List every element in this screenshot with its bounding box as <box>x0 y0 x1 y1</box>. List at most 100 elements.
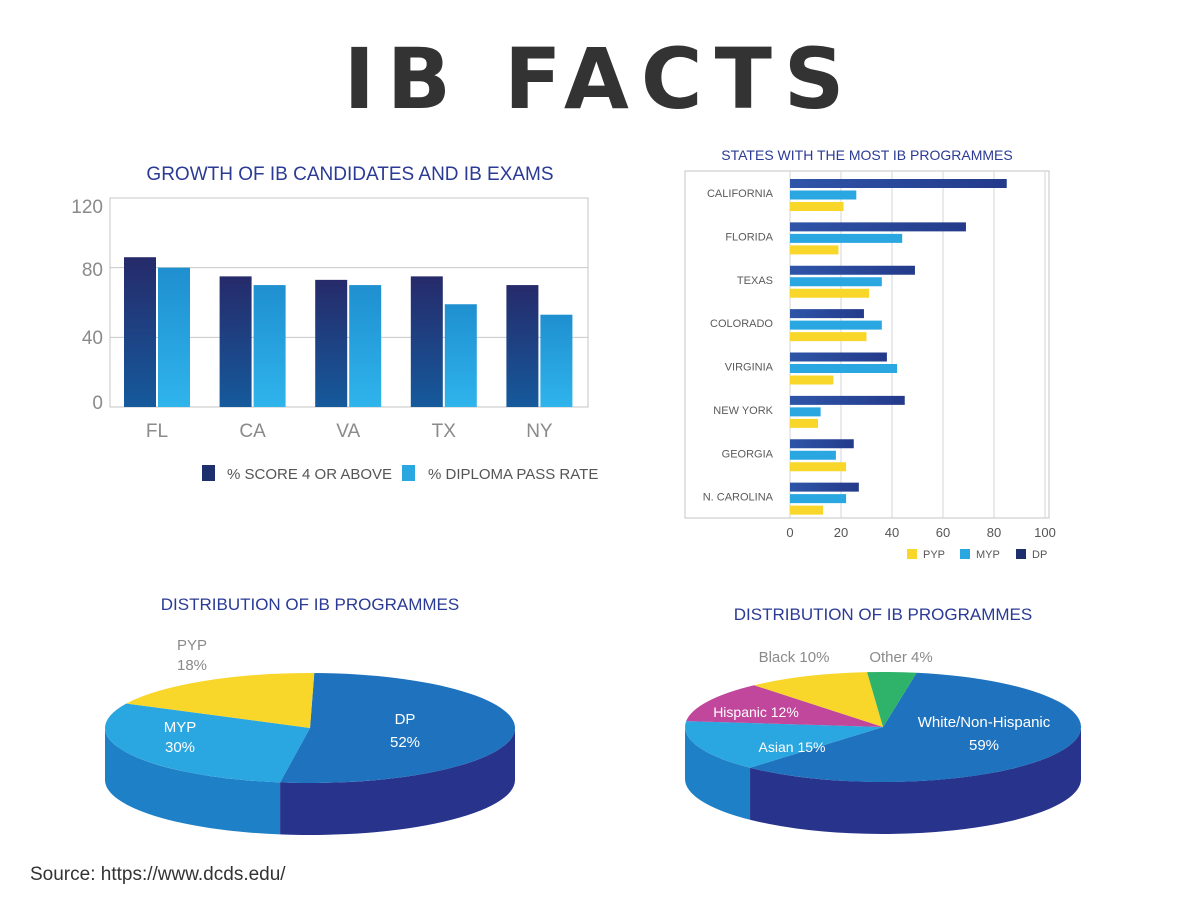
bar-texas-pyp <box>790 288 870 298</box>
bar-tx-pass <box>444 304 477 407</box>
pie-label-other: Other 4% <box>869 649 932 666</box>
x-tick-label: 40 <box>885 525 899 540</box>
bar-colorado-myp <box>790 320 882 330</box>
bar-n-carolina-pyp <box>790 505 824 515</box>
pie-programmes-slice-myp <box>104 703 310 783</box>
bar-florida-pyp <box>790 245 839 255</box>
bar-new-york-pyp <box>790 418 819 428</box>
bar-ny-score <box>506 285 539 407</box>
category-label: GEORGIA <box>722 448 774 460</box>
x-tick-label: CA <box>239 421 266 442</box>
bar-colorado-pyp <box>790 332 867 342</box>
bar-tx-score <box>410 276 443 407</box>
pie-pct-white: 59% <box>969 737 999 754</box>
pie-programmes-slice-dp <box>280 673 516 784</box>
pie-label-pyp: PYP <box>177 637 207 654</box>
legend-label-pass: % DIPLOMA PASS RATE <box>428 466 598 483</box>
bar-california-dp <box>790 179 1007 188</box>
pie-labels-ethnicity: Black 10% Other 4% Hispanic 12% Asian 15… <box>713 649 1051 755</box>
legend-swatch-dp <box>1016 549 1026 559</box>
bar-california-pyp <box>790 202 844 211</box>
bar-fl-pass <box>158 267 190 407</box>
pie-label-asian: Asian 15% <box>759 739 826 755</box>
chart-title-programmes: DISTRIBUTION OF IB PROGRAMMES <box>161 595 459 614</box>
bar-georgia-dp <box>790 439 854 449</box>
pie-ethnicity-slice-black <box>754 672 883 727</box>
x-tick-label: TX <box>432 421 457 442</box>
category-label: CALIFORNIA <box>707 188 774 200</box>
bar-n-carolina-dp <box>790 482 859 492</box>
pie-pct-myp: 30% <box>165 739 195 756</box>
legend-label-pyp: PYP <box>923 549 945 561</box>
x-tick-label: 80 <box>987 525 1001 540</box>
pie-label-dp: DP <box>395 711 416 728</box>
source-note: Source: https://www.dcds.edu/ <box>30 864 286 885</box>
bar-new-york-myp <box>790 407 821 417</box>
legend-label-score: % SCORE 4 OR ABOVE <box>227 466 392 483</box>
legend-swatch-score <box>202 465 215 481</box>
pie-label-hispanic: Hispanic 12% <box>713 704 799 720</box>
bar-colorado-dp <box>790 309 864 319</box>
legend-label-myp: MYP <box>976 549 1000 561</box>
pie-ethnicity-side-asian <box>684 727 751 820</box>
pie-programmes-side-dp <box>280 728 515 835</box>
bar-virginia-dp <box>790 352 887 362</box>
bar-georgia-pyp <box>790 462 847 472</box>
legend-states: PYP MYP DP <box>907 549 1047 561</box>
bar-chart-states: STATES WITH THE MOST IB PROGRAMMES CALIF… <box>684 147 1056 561</box>
pie-ethnicity-slice-white <box>750 672 1081 782</box>
pie-programmes-slice-pyp <box>126 673 315 728</box>
bar-california-myp <box>790 190 857 200</box>
y-tick-label: 120 <box>71 197 103 218</box>
bar-new-york-dp <box>790 395 905 405</box>
legend-swatch-pass <box>402 465 415 481</box>
category-label: FLORIDA <box>725 231 773 243</box>
pie-chart-programmes: DISTRIBUTION OF IB PROGRAMMES PYP 18% MY… <box>104 595 516 835</box>
legend-swatch-myp <box>960 549 970 559</box>
x-tick-label: 100 <box>1034 525 1056 540</box>
x-tick-label: FL <box>146 421 168 442</box>
pie-label-myp: MYP <box>164 719 197 736</box>
bar-chart-growth: GROWTH OF IB CANDIDATES AND IB EXAMS 120… <box>71 164 598 483</box>
pie-label-white: White/Non-Hispanic <box>918 714 1051 731</box>
x-tick-label: 60 <box>936 525 950 540</box>
bar-georgia-myp <box>790 450 836 460</box>
plot-frame-states <box>684 170 1050 519</box>
category-label: COLORADO <box>710 318 773 330</box>
legend-label-dp: DP <box>1032 549 1047 561</box>
bar-ny-pass <box>540 314 573 407</box>
bar-virginia-pyp <box>790 375 834 385</box>
chart-title-ethnicity: DISTRIBUTION OF IB PROGRAMMES <box>734 605 1032 624</box>
bar-n-carolina-myp <box>790 494 847 504</box>
y-tick-label: 80 <box>82 260 103 281</box>
x-tick-label: 20 <box>834 525 848 540</box>
pie-pct-dp: 52% <box>390 734 420 751</box>
pie-label-black: Black 10% <box>759 649 830 666</box>
pie-chart-ethnicity: DISTRIBUTION OF IB PROGRAMMES Black 10% … <box>684 605 1082 834</box>
bar-florida-dp <box>790 222 966 232</box>
bar-texas-myp <box>790 277 882 287</box>
x-tick-label: 0 <box>786 525 793 540</box>
chart-title-states: STATES WITH THE MOST IB PROGRAMMES <box>721 147 1012 163</box>
pie-ethnicity-slice-asian <box>685 721 883 768</box>
bar-va-score <box>315 279 348 407</box>
bar-virginia-myp <box>790 364 898 373</box>
x-tick-label: VA <box>336 421 360 442</box>
pie-labels-programmes: PYP 18% MYP 30% DP 52% <box>164 637 420 756</box>
pie-ethnicity-slice-hispanic <box>686 685 883 727</box>
legend-growth: % SCORE 4 OR ABOVE % DIPLOMA PASS RATE <box>202 465 598 483</box>
category-label: NEW YORK <box>713 405 773 417</box>
pie-ethnicity-side-white <box>750 727 1082 834</box>
chart-title-growth: GROWTH OF IB CANDIDATES AND IB EXAMS <box>146 164 553 185</box>
y-tick-label: 40 <box>82 328 103 349</box>
bar-texas-dp <box>790 265 915 275</box>
category-label: TEXAS <box>737 275 773 287</box>
bar-fl-score <box>124 257 156 407</box>
pie-programmes-side-myp <box>105 728 281 835</box>
legend-swatch-pyp <box>907 549 917 559</box>
bar-va-pass <box>349 285 382 407</box>
pie-ethnicity-slice-other <box>867 671 917 727</box>
bar-ca-pass <box>253 285 286 407</box>
category-label: VIRGINIA <box>725 362 774 374</box>
